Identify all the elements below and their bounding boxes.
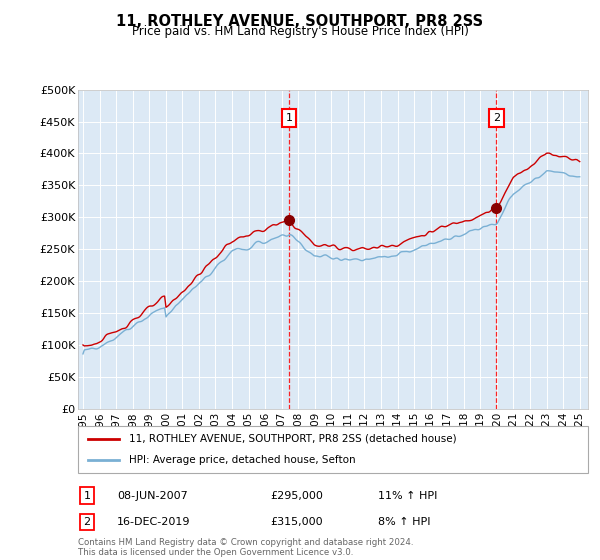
Text: 11, ROTHLEY AVENUE, SOUTHPORT, PR8 2SS (detached house): 11, ROTHLEY AVENUE, SOUTHPORT, PR8 2SS (…	[129, 434, 457, 444]
Text: £295,000: £295,000	[270, 491, 323, 501]
Text: 11, ROTHLEY AVENUE, SOUTHPORT, PR8 2SS: 11, ROTHLEY AVENUE, SOUTHPORT, PR8 2SS	[116, 14, 484, 29]
Text: 8% ↑ HPI: 8% ↑ HPI	[378, 517, 431, 527]
Text: 2: 2	[493, 113, 500, 123]
Text: Price paid vs. HM Land Registry's House Price Index (HPI): Price paid vs. HM Land Registry's House …	[131, 25, 469, 38]
FancyBboxPatch shape	[78, 426, 588, 473]
Text: 11% ↑ HPI: 11% ↑ HPI	[378, 491, 437, 501]
Text: 1: 1	[83, 491, 91, 501]
Text: £315,000: £315,000	[270, 517, 323, 527]
Text: 1: 1	[286, 113, 292, 123]
Text: Contains HM Land Registry data © Crown copyright and database right 2024.
This d: Contains HM Land Registry data © Crown c…	[78, 538, 413, 557]
Text: HPI: Average price, detached house, Sefton: HPI: Average price, detached house, Seft…	[129, 455, 356, 465]
Text: 16-DEC-2019: 16-DEC-2019	[117, 517, 191, 527]
Text: 2: 2	[83, 517, 91, 527]
Text: 08-JUN-2007: 08-JUN-2007	[117, 491, 188, 501]
